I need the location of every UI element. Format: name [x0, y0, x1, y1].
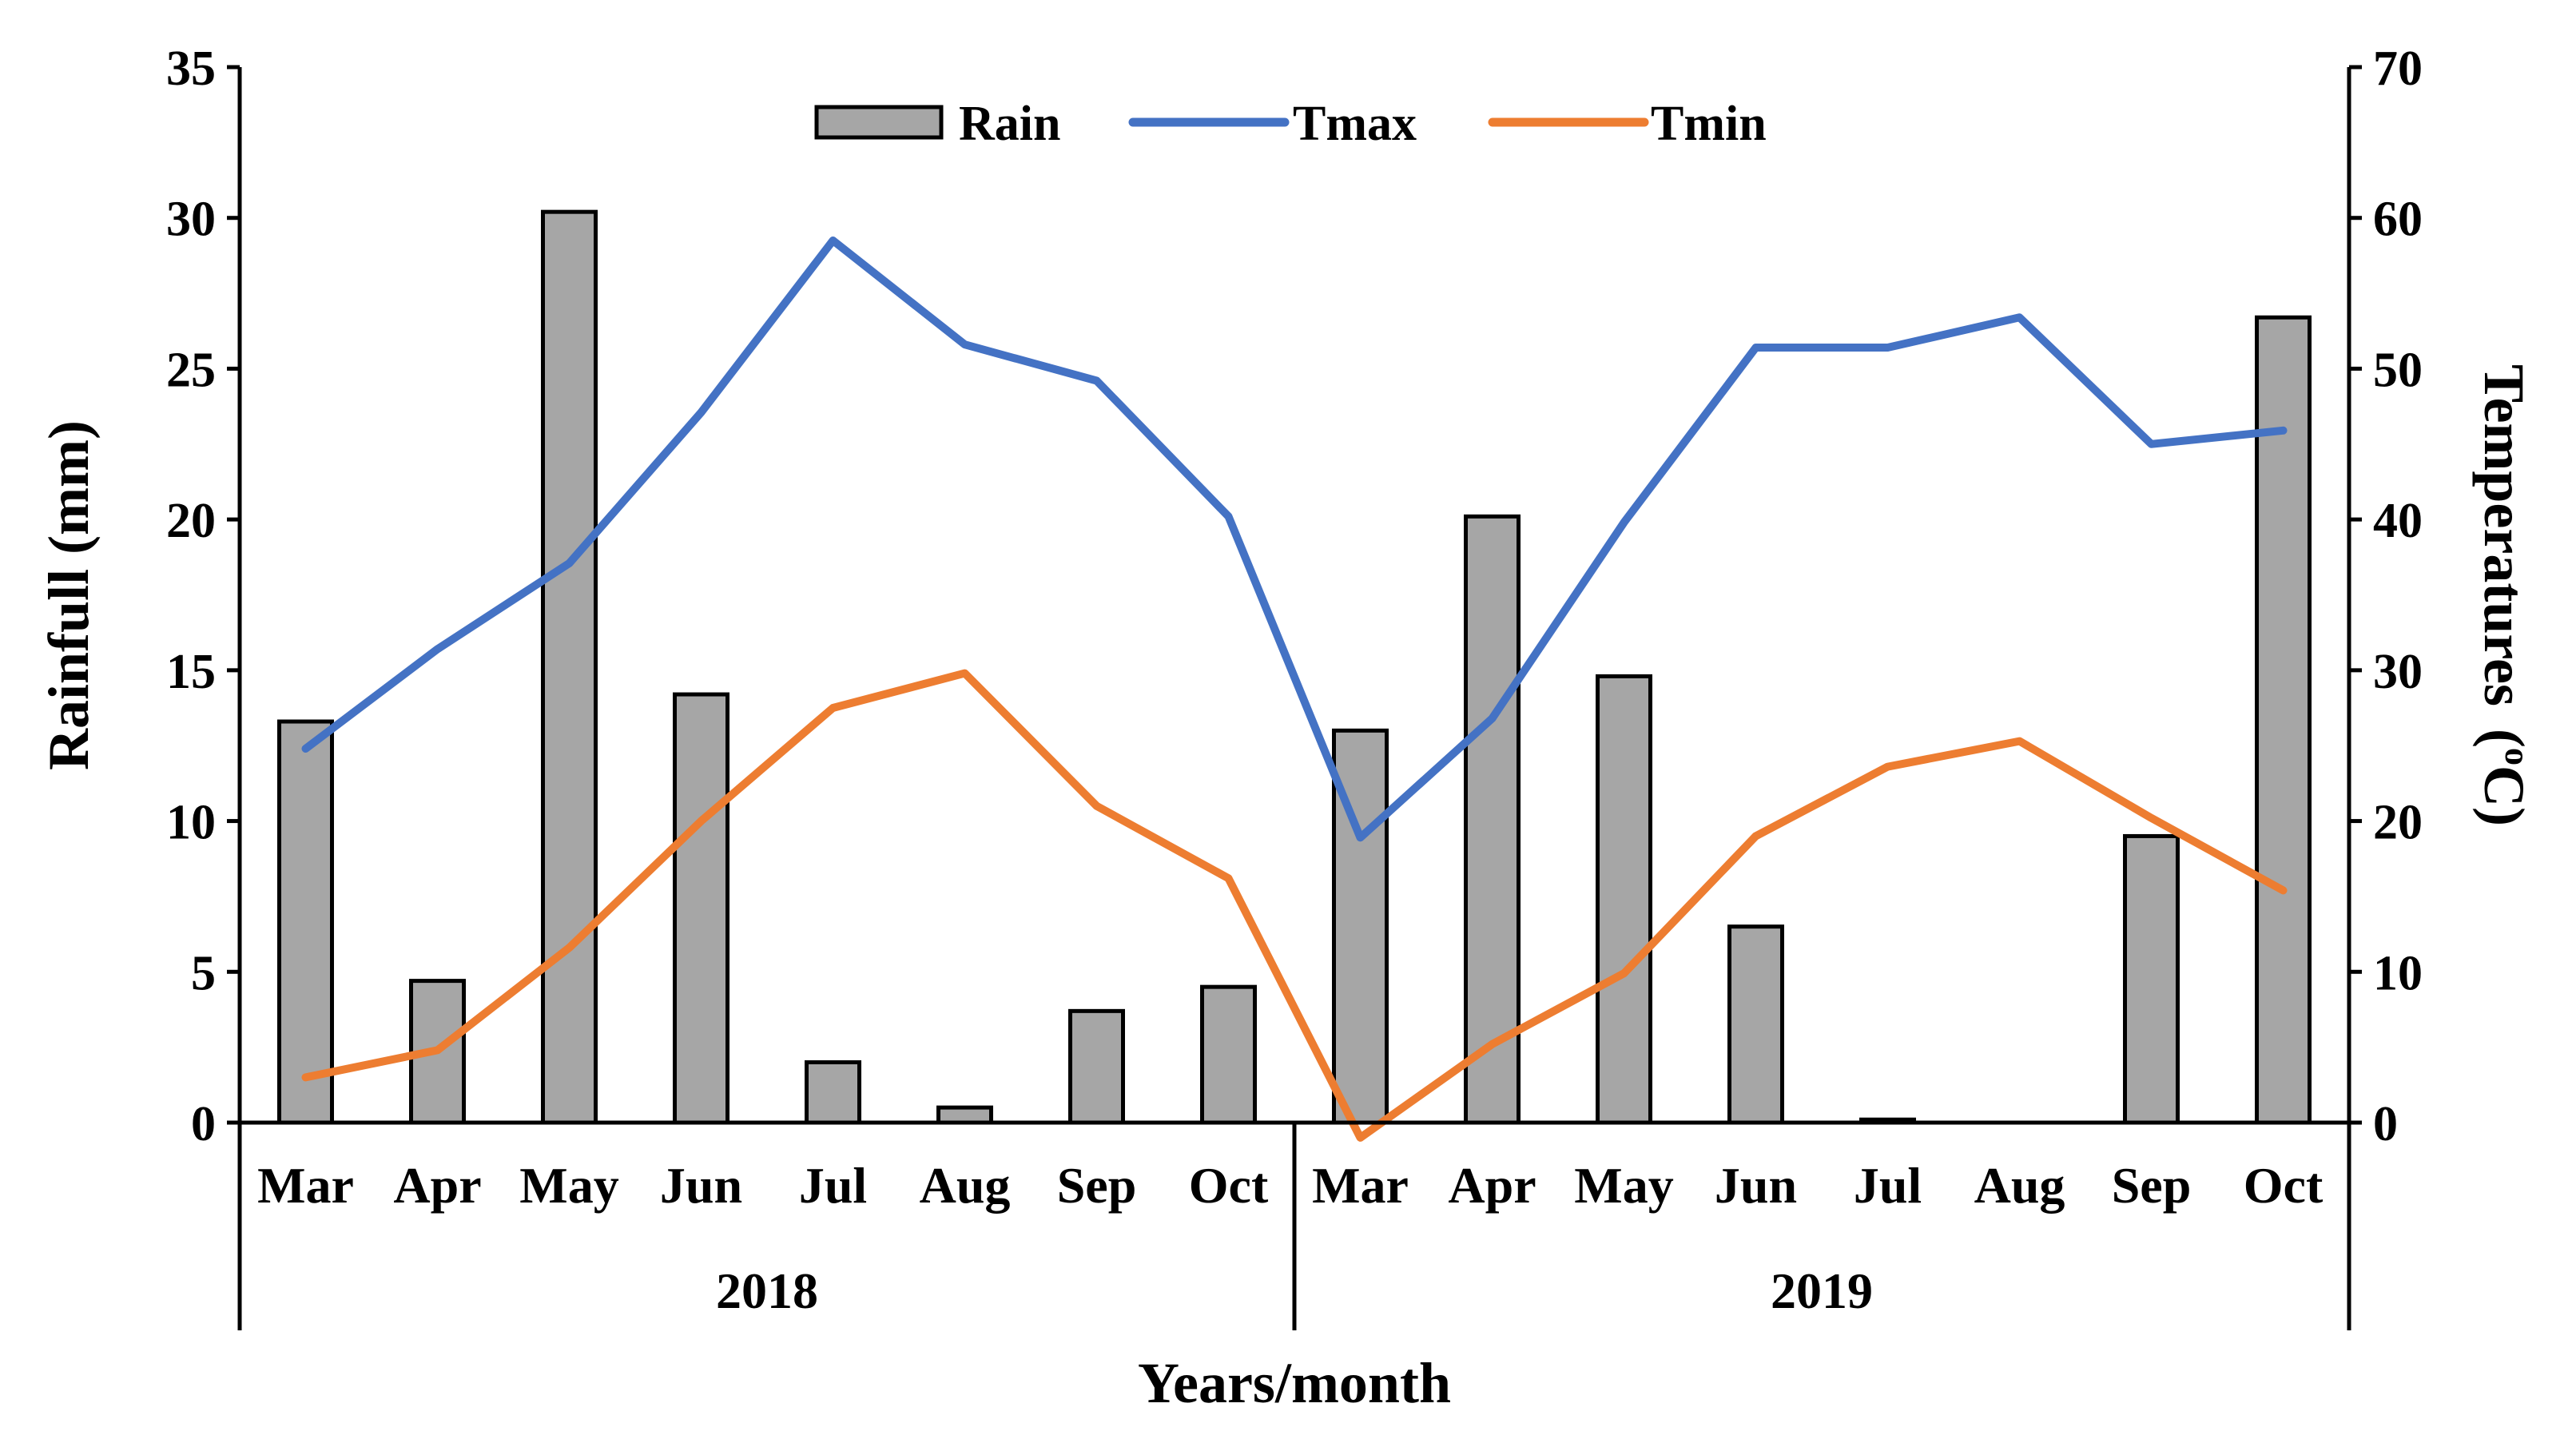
left-tick-label: 30 — [166, 193, 216, 247]
month-label: Mar — [1312, 1157, 1409, 1214]
rain-bars — [277, 209, 2312, 1125]
rain-bar-4 — [805, 1060, 861, 1125]
temperature-lines — [301, 237, 2288, 1142]
month-label: Oct — [1189, 1157, 1269, 1214]
month-label: May — [519, 1157, 618, 1214]
year-label: 2019 — [1771, 1262, 1873, 1319]
rain-bar-10 — [1596, 674, 1652, 1125]
month-label: Sep — [1057, 1157, 1137, 1214]
right-y-axis-title: Temperatures (oC) — [2472, 364, 2537, 826]
rain-bar-7 — [1200, 984, 1257, 1125]
right-y-axis-title-unit: C) — [2472, 765, 2536, 826]
right-tick-label: 70 — [2373, 42, 2423, 96]
rain-bar-0 — [277, 719, 334, 1125]
left-tick-label: 15 — [166, 645, 216, 699]
rain-bar-6 — [1068, 1008, 1125, 1125]
rain-bar-14 — [2123, 833, 2180, 1125]
right-tick-label: 40 — [2373, 494, 2423, 548]
left-y-axis-title: Rainfull (mm) — [37, 420, 101, 770]
right-tick-label: 10 — [2373, 946, 2423, 1000]
right-y-axis-title-main: Temperatures — [2472, 364, 2536, 706]
right-y-axis-title-degree: o — [2498, 748, 2537, 765]
axes — [237, 67, 2351, 1330]
month-label: Jun — [660, 1157, 742, 1214]
tmax-line — [301, 237, 2288, 842]
left-tick-label: 20 — [166, 494, 216, 548]
rain-bar-15 — [2255, 315, 2312, 1125]
right-tick-label: 60 — [2373, 193, 2423, 247]
right-y-axis-title-open: ( — [2472, 729, 2536, 748]
month-label: Sep — [2112, 1157, 2192, 1214]
month-label: Jul — [1854, 1157, 1922, 1214]
left-tick-label: 25 — [166, 343, 216, 397]
right-tick-label: 50 — [2373, 343, 2423, 397]
legend-tmin-label: Tmin — [1651, 97, 1767, 151]
axis-ticks: 0 5 10 15 20 25 30 35 0 10 20 30 40 50 60 70 — [166, 42, 2423, 1151]
month-label: Mar — [257, 1157, 354, 1214]
x-axis-title: Years/month — [1138, 1351, 1451, 1415]
rain-bar-3 — [673, 692, 729, 1125]
rain-bar-11 — [1727, 924, 1784, 1125]
tmin-line — [301, 669, 2288, 1142]
legend: Rain Tmax Tmin — [814, 97, 1767, 151]
right-tick-label: 30 — [2373, 645, 2423, 699]
rain-bar-5 — [936, 1105, 993, 1125]
right-tick-label: 0 — [2373, 1097, 2398, 1151]
month-label: Apr — [393, 1157, 481, 1214]
legend-rain-swatch — [814, 105, 944, 140]
month-label: Aug — [920, 1157, 1011, 1214]
left-tick-label: 10 — [166, 796, 216, 850]
month-label: Jun — [1715, 1157, 1797, 1214]
month-label: May — [1574, 1157, 1673, 1214]
left-tick-label: 35 — [166, 42, 216, 96]
rain-bar-2 — [541, 209, 598, 1125]
left-tick-label: 0 — [191, 1097, 216, 1151]
rain-bar-9 — [1464, 514, 1521, 1125]
legend-tmax-label: Tmax — [1293, 97, 1417, 151]
year-label: 2018 — [716, 1262, 818, 1319]
category-labels: Mar Apr May Jun Jul Aug Sep Oct Mar Apr May Jun Jul A… — [257, 1157, 2324, 1319]
right-tick-label: 20 — [2373, 796, 2423, 850]
legend-rain-label: Rain — [959, 97, 1060, 151]
left-tick-label: 5 — [191, 946, 216, 1000]
month-label: Jul — [799, 1157, 867, 1214]
month-label: Oct — [2244, 1157, 2324, 1214]
month-label: Apr — [1448, 1157, 1536, 1214]
month-label: Aug — [1974, 1157, 2065, 1214]
